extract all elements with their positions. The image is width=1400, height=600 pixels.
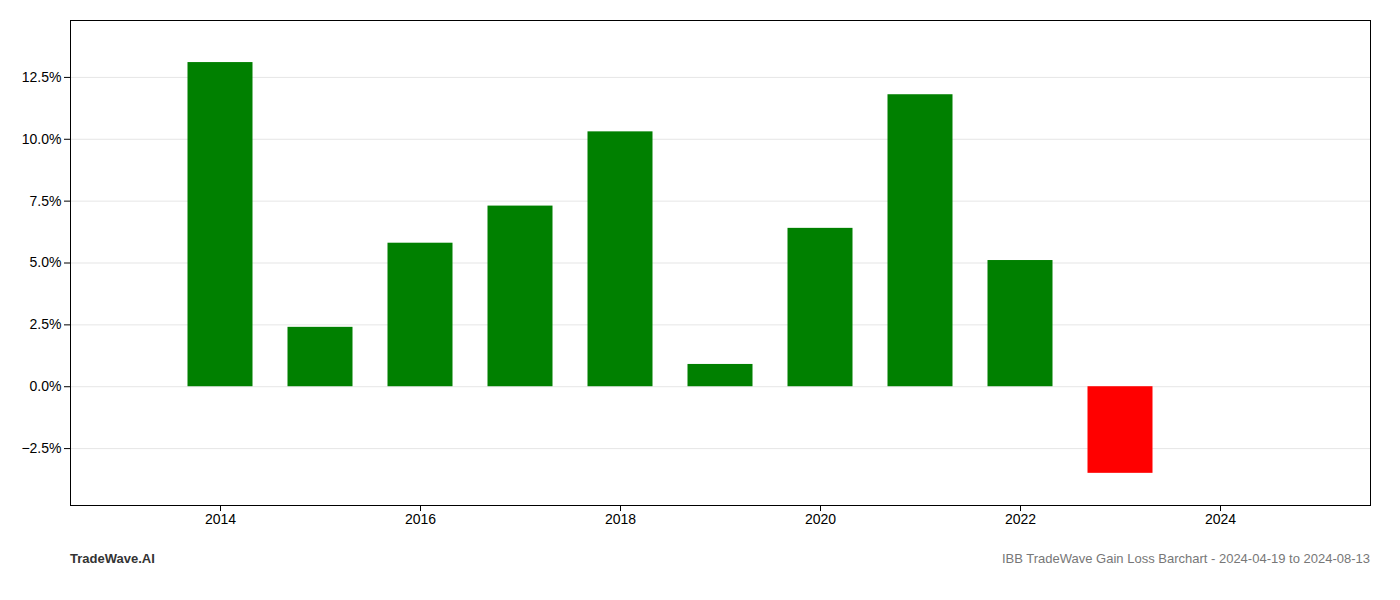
html-text:TradeWave.AI: TradeWave.AI xyxy=(70,551,155,566)
svg-text:5.0%: 5.0% xyxy=(30,254,62,270)
svg-text:2016: 2016 xyxy=(405,511,436,527)
html-text:IBB TradeWave Gain Loss Barcha: IBB TradeWave Gain Loss Barchart - 2024-… xyxy=(1001,551,1370,566)
svg-text:12.5%: 12.5% xyxy=(22,69,62,85)
svg-text:0.0%: 0.0% xyxy=(30,378,62,394)
svg-text:2014: 2014 xyxy=(205,511,236,527)
svg-text:10.0%: 10.0% xyxy=(22,131,62,147)
svg-text:7.5%: 7.5% xyxy=(30,193,62,209)
svg-text:2020: 2020 xyxy=(805,511,836,527)
svg-text:2022: 2022 xyxy=(1005,511,1036,527)
svg-text:2018: 2018 xyxy=(605,511,636,527)
svg-text:−2.5%: −2.5% xyxy=(21,440,61,456)
svg-text:2024: 2024 xyxy=(1205,511,1236,527)
svg-text:2.5%: 2.5% xyxy=(30,316,62,332)
